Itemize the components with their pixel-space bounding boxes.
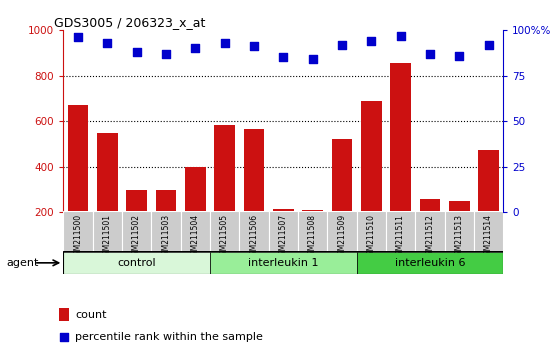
Point bbox=[250, 44, 258, 49]
Bar bbox=[474, 211, 503, 251]
Bar bbox=[239, 211, 268, 251]
Bar bbox=[126, 190, 147, 258]
Text: GSM211505: GSM211505 bbox=[220, 214, 229, 260]
Bar bbox=[327, 211, 356, 251]
Bar bbox=[185, 167, 206, 258]
Text: interleukin 6: interleukin 6 bbox=[395, 258, 465, 268]
Bar bbox=[214, 125, 235, 258]
Text: GSM211514: GSM211514 bbox=[484, 214, 493, 260]
Text: GSM211503: GSM211503 bbox=[161, 214, 170, 260]
Bar bbox=[415, 211, 444, 251]
Point bbox=[308, 56, 317, 62]
Bar bbox=[302, 210, 323, 258]
Text: percentile rank within the sample: percentile rank within the sample bbox=[75, 332, 263, 342]
Point bbox=[59, 334, 68, 339]
Text: GSM211504: GSM211504 bbox=[191, 214, 200, 260]
Bar bbox=[390, 63, 411, 258]
Bar bbox=[122, 211, 151, 251]
Bar bbox=[151, 211, 180, 251]
Text: GSM211507: GSM211507 bbox=[279, 214, 288, 260]
Text: GSM211508: GSM211508 bbox=[308, 214, 317, 260]
Text: GSM211500: GSM211500 bbox=[73, 214, 82, 260]
Bar bbox=[180, 211, 210, 251]
Bar bbox=[68, 105, 88, 258]
Text: GDS3005 / 206323_x_at: GDS3005 / 206323_x_at bbox=[54, 16, 206, 29]
Bar bbox=[332, 139, 352, 258]
Text: count: count bbox=[75, 309, 107, 320]
Bar bbox=[420, 199, 440, 258]
Text: GSM211502: GSM211502 bbox=[132, 214, 141, 260]
Text: GSM211511: GSM211511 bbox=[396, 214, 405, 260]
Point bbox=[426, 51, 434, 57]
Point bbox=[396, 33, 405, 38]
Text: GSM211506: GSM211506 bbox=[249, 214, 258, 260]
Text: agent: agent bbox=[7, 258, 39, 268]
Text: GSM211513: GSM211513 bbox=[455, 214, 464, 260]
Point bbox=[367, 38, 376, 44]
Text: GSM211509: GSM211509 bbox=[337, 214, 346, 260]
Text: interleukin 1: interleukin 1 bbox=[248, 258, 318, 268]
Point bbox=[484, 42, 493, 47]
Bar bbox=[386, 211, 415, 251]
Bar bbox=[63, 211, 92, 251]
Bar bbox=[449, 201, 470, 258]
Bar bbox=[244, 129, 264, 258]
Bar bbox=[356, 211, 386, 251]
Bar bbox=[210, 211, 239, 251]
Bar bbox=[298, 211, 327, 251]
Text: GSM211510: GSM211510 bbox=[367, 214, 376, 260]
Point bbox=[338, 42, 346, 47]
Point bbox=[132, 49, 141, 55]
Bar bbox=[59, 308, 69, 321]
Bar bbox=[97, 133, 118, 258]
Bar bbox=[63, 252, 210, 274]
Point bbox=[103, 40, 112, 46]
Point bbox=[220, 40, 229, 46]
Text: GSM211512: GSM211512 bbox=[425, 214, 435, 260]
Text: GSM211501: GSM211501 bbox=[103, 214, 112, 260]
Bar bbox=[444, 211, 474, 251]
Text: control: control bbox=[117, 258, 156, 268]
Point bbox=[455, 53, 464, 58]
Bar bbox=[361, 101, 382, 258]
Bar bbox=[92, 211, 122, 251]
Bar bbox=[268, 211, 298, 251]
Point bbox=[279, 55, 288, 60]
Bar bbox=[478, 150, 499, 258]
Point bbox=[162, 51, 170, 57]
Point bbox=[191, 45, 200, 51]
Bar bbox=[273, 209, 294, 258]
Bar bbox=[356, 252, 503, 274]
Bar bbox=[210, 252, 356, 274]
Bar bbox=[156, 190, 176, 258]
Bar bbox=[63, 211, 503, 251]
Point bbox=[74, 35, 82, 40]
